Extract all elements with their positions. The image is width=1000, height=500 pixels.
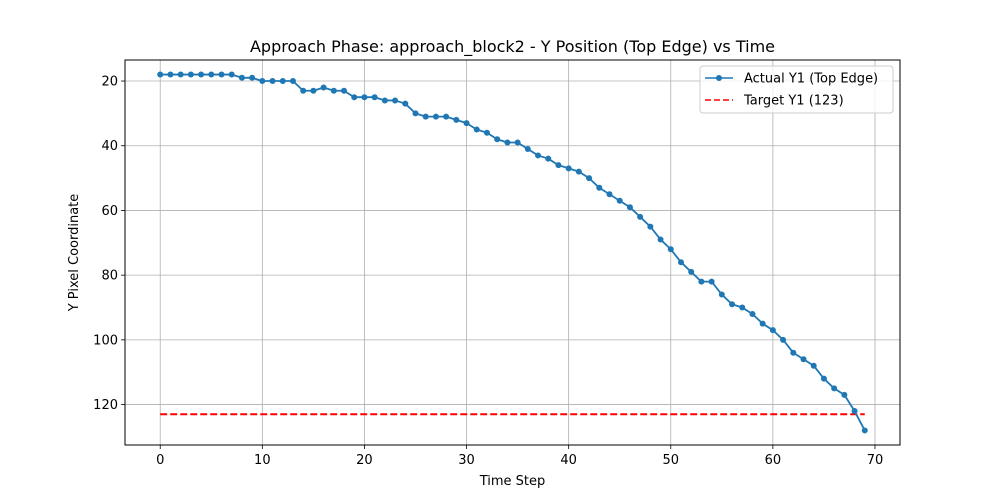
series-actual-point — [453, 116, 460, 123]
series-actual-point — [851, 408, 858, 415]
series-actual-point — [524, 145, 531, 152]
series-actual-point — [616, 197, 623, 204]
series-actual-point — [402, 100, 409, 107]
x-tick-label: 20 — [356, 453, 373, 468]
series-actual-point — [729, 301, 736, 308]
y-tick-label: 60 — [101, 204, 118, 219]
series-actual-point — [800, 356, 807, 363]
series-actual-point — [320, 84, 327, 91]
series-actual-point — [820, 375, 827, 382]
y-tick-label: 40 — [101, 139, 118, 154]
series-actual-point — [371, 94, 378, 101]
series-actual-point — [504, 139, 511, 146]
series-actual-point — [279, 78, 286, 85]
series-actual-point — [381, 97, 388, 104]
x-tick-label: 10 — [254, 453, 271, 468]
series-actual-point — [198, 71, 205, 78]
series-actual-point — [443, 113, 450, 120]
series-actual-point — [167, 71, 174, 78]
series-actual-point — [483, 129, 490, 136]
series-actual-point — [626, 204, 633, 211]
plot-area-frame — [124, 59, 901, 446]
y-tick-label: 80 — [101, 269, 118, 284]
series-actual-point — [228, 71, 235, 78]
x-tick-label: 0 — [156, 453, 164, 468]
series-actual-point — [269, 78, 276, 85]
axis-ticks: 0 10 20 30 40 50 60 70 20 40 60 80 100 120 — [93, 75, 883, 468]
series-actual-point — [831, 385, 838, 392]
series-actual-point — [392, 97, 399, 104]
legend: Actual Y1 (Top Edge) Target Y1 (123) — [699, 65, 894, 114]
series-actual-line — [160, 73, 866, 431]
legend-box — [699, 65, 894, 114]
series-actual-point — [841, 391, 848, 398]
series-actual-point — [351, 94, 358, 101]
series-actual-point — [463, 120, 470, 127]
series-actual-point — [473, 126, 480, 133]
x-tick-label: 50 — [662, 453, 679, 468]
series-actual-point — [422, 113, 429, 120]
series-actual-point — [586, 175, 593, 182]
series-actual-point — [218, 71, 225, 78]
series-actual-point — [637, 213, 644, 220]
series-actual-point — [249, 74, 256, 81]
series-actual-point — [708, 278, 715, 285]
series-actual-point — [688, 268, 695, 275]
series-layer — [157, 71, 868, 434]
chart-title: Approach Phase: approach_block2 - Y Posi… — [250, 37, 775, 57]
series-actual-point — [341, 87, 348, 94]
series-actual-point — [759, 320, 766, 327]
series-actual-point — [677, 259, 684, 266]
y-tick-label: 20 — [101, 75, 118, 90]
x-tick-label: 30 — [458, 453, 475, 468]
y-axis-label: Y Pixel Coordinate — [67, 194, 82, 313]
series-actual-point — [698, 278, 705, 285]
series-actual-point — [555, 162, 562, 169]
series-actual-point — [310, 87, 317, 94]
series-actual-point — [432, 113, 439, 120]
series-actual-point — [412, 110, 419, 117]
series-actual-point — [157, 71, 164, 78]
x-tick-label: 60 — [765, 453, 782, 468]
series-actual-point — [514, 139, 521, 146]
series-actual-point — [596, 184, 603, 191]
series-actual-point — [769, 327, 776, 334]
series-actual-point — [238, 74, 245, 81]
series-actual-point — [259, 78, 266, 85]
legend-marker-actual-dot — [716, 75, 722, 81]
series-actual-point — [330, 87, 337, 94]
series-actual-point — [535, 152, 542, 159]
series-actual-point — [289, 78, 296, 85]
series-actual-point — [575, 168, 582, 175]
y-tick-label: 120 — [93, 398, 118, 413]
series-actual-point — [545, 155, 552, 162]
series-actual-point — [300, 87, 307, 94]
series-actual-point — [861, 427, 868, 434]
series-actual-point — [187, 71, 194, 78]
series-actual-point — [790, 349, 797, 356]
series-actual-point — [208, 71, 215, 78]
series-actual-point — [749, 310, 756, 317]
series-actual-point — [494, 136, 501, 143]
series-actual-point — [657, 236, 664, 243]
legend-label-actual: Actual Y1 (Top Edge) — [744, 72, 878, 87]
series-actual-point — [780, 336, 787, 343]
series-actual-point — [810, 362, 817, 369]
grid — [125, 60, 900, 445]
legend-label-target: Target Y1 (123) — [743, 94, 844, 109]
y-tick-label: 100 — [93, 333, 118, 348]
series-actual-point — [647, 223, 654, 230]
x-tick-label: 40 — [560, 453, 577, 468]
series-actual-point — [565, 165, 572, 172]
series-actual-point — [361, 94, 368, 101]
series-actual-point — [667, 246, 674, 253]
series-actual-point — [739, 304, 746, 311]
x-tick-label: 70 — [867, 453, 884, 468]
series-actual-point — [718, 291, 725, 298]
series-actual-point — [606, 191, 613, 198]
x-axis-label: Time Step — [479, 474, 546, 489]
series-actual-point — [177, 71, 184, 78]
